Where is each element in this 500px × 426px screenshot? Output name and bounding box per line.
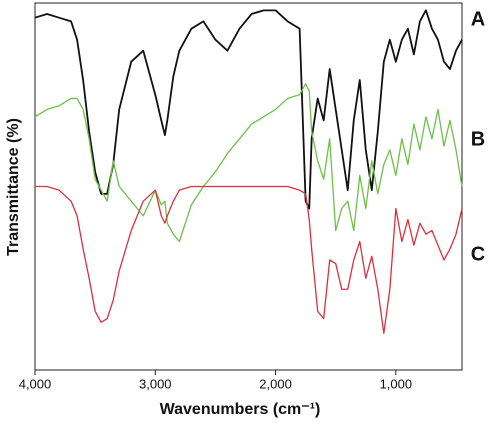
x-tick-label: 2,000 bbox=[259, 376, 292, 391]
spectrum-line bbox=[34, 83, 463, 243]
x-tick-label: 3,000 bbox=[139, 376, 172, 391]
spectrum-line bbox=[34, 9, 463, 210]
x-tick-label: 4,000 bbox=[19, 376, 52, 391]
x-axis-label: Wavenumbers (cm⁻¹) bbox=[160, 401, 321, 418]
x-tick-label: 1,000 bbox=[380, 376, 413, 391]
series-label: A bbox=[471, 8, 485, 30]
series-label: B bbox=[471, 128, 485, 150]
y-axis-label: Transmittance (%) bbox=[5, 118, 22, 256]
series-label: C bbox=[471, 243, 485, 265]
spectrum-line bbox=[35, 185, 463, 334]
